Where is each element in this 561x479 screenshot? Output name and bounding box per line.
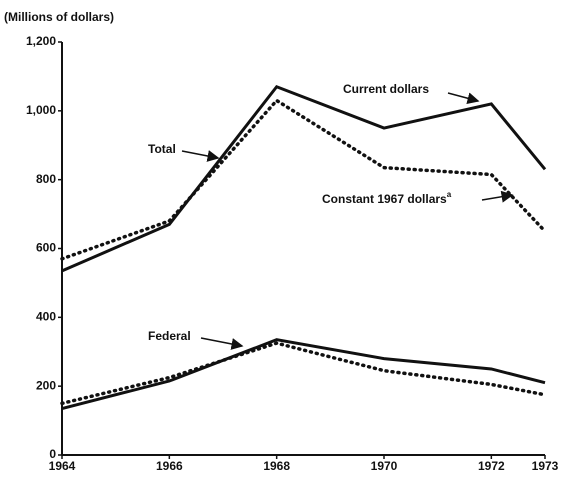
series-line bbox=[61, 84, 547, 273]
x-tick-label: 1964 bbox=[49, 459, 76, 473]
y-tick-label: 600 bbox=[36, 241, 56, 255]
series-line bbox=[60, 341, 547, 406]
annotation-arrow bbox=[447, 92, 480, 105]
y-tick-label: 400 bbox=[36, 310, 56, 324]
x-tick-label: 1970 bbox=[371, 459, 398, 473]
annotation-text: Federal bbox=[148, 329, 191, 343]
x-tick-label: 1966 bbox=[156, 459, 183, 473]
annotation: Constant 1967 dollarsa bbox=[322, 190, 452, 206]
y-tick-label: 0 bbox=[49, 447, 56, 461]
y-tick-label: 1,000 bbox=[26, 103, 56, 117]
x-tick-label: 1973 bbox=[532, 459, 559, 473]
series-line bbox=[60, 98, 547, 261]
y-tick-label: 200 bbox=[36, 378, 56, 392]
annotation-text: Total bbox=[148, 142, 176, 156]
annotation: Total bbox=[148, 142, 176, 156]
y-axis-label: (Millions of dollars) bbox=[4, 10, 114, 24]
y-tick-label: 800 bbox=[36, 172, 56, 186]
annotation-text: Constant 1967 dollars bbox=[322, 192, 447, 206]
y-tick-label: 1,200 bbox=[26, 34, 56, 48]
annotation-arrow bbox=[200, 337, 244, 350]
x-tick-label: 1972 bbox=[478, 459, 505, 473]
series-line bbox=[61, 338, 546, 410]
annotation-text: Current dollars bbox=[343, 82, 429, 96]
annotation-arrow bbox=[181, 150, 220, 162]
annotation: Current dollars bbox=[343, 82, 429, 96]
footnote-marker: a bbox=[447, 190, 452, 199]
x-tick-label: 1968 bbox=[263, 459, 290, 473]
annotation: Federal bbox=[148, 329, 191, 343]
annotation-arrow bbox=[481, 190, 514, 203]
